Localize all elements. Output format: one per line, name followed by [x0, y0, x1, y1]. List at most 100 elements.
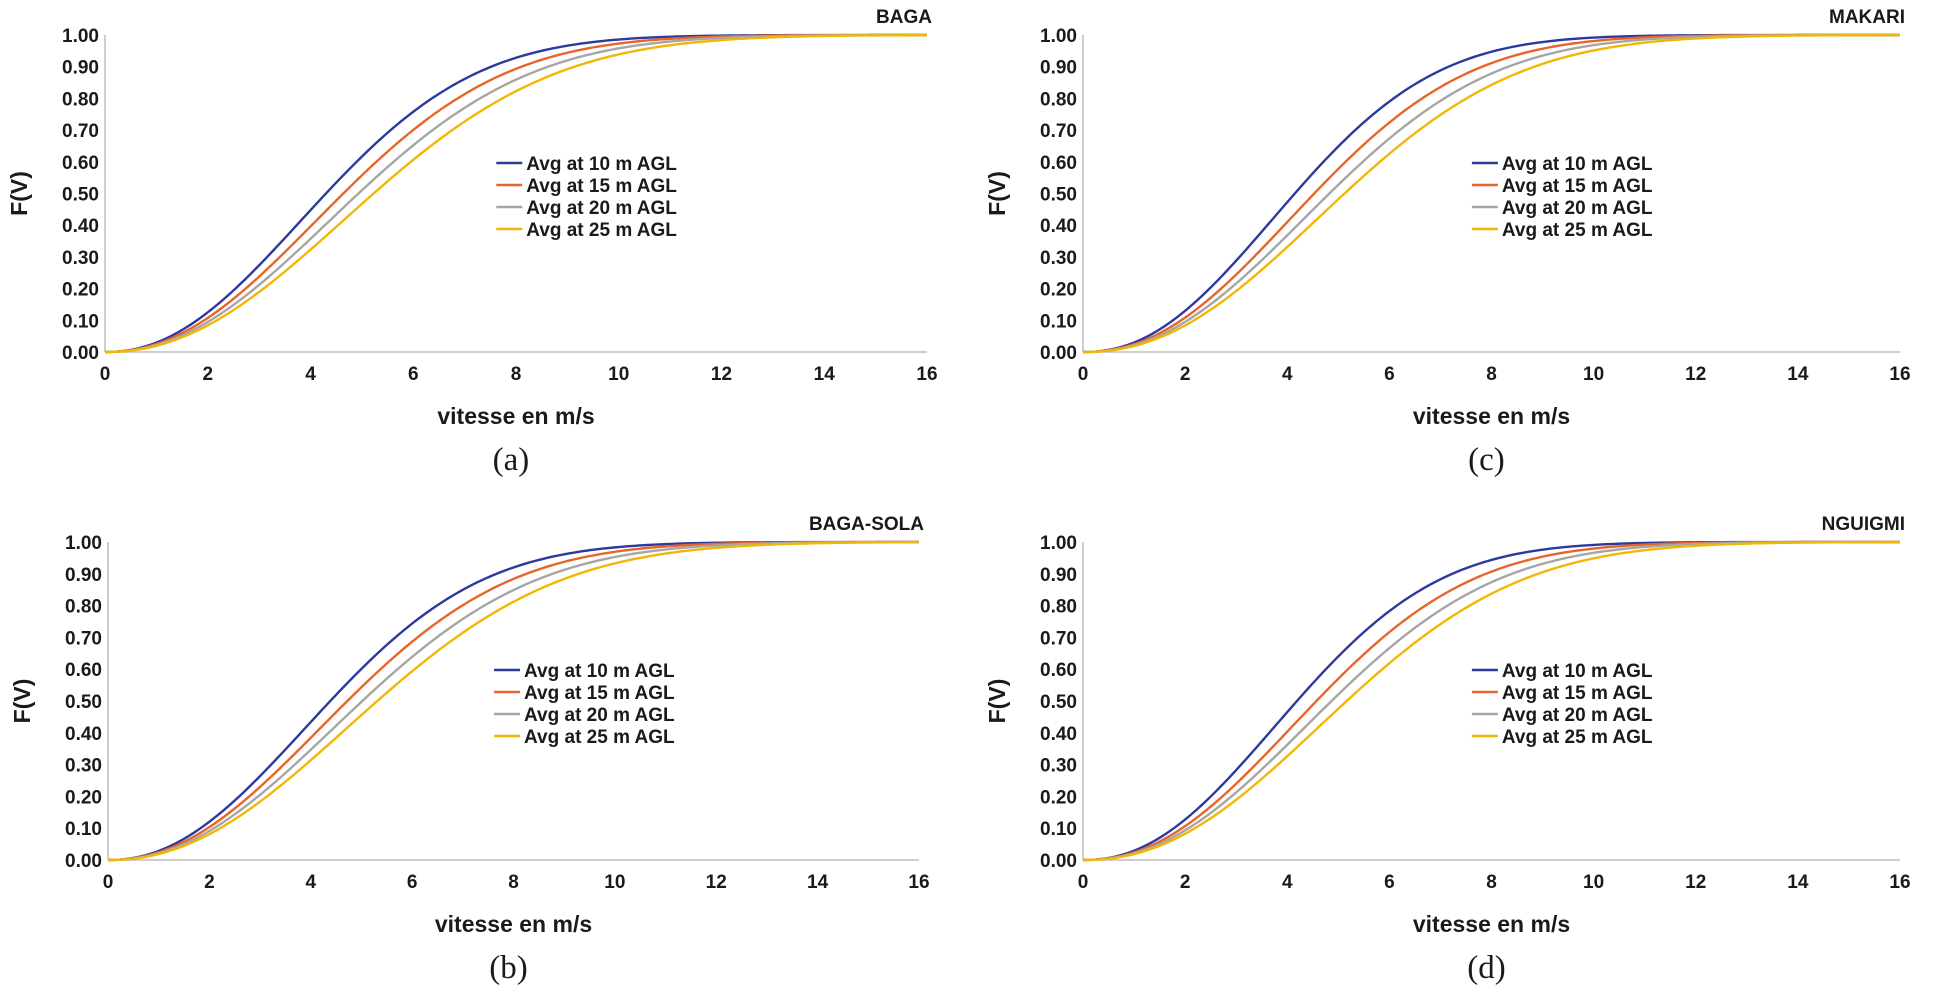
x-tick-label: 0 [1078, 364, 1089, 385]
y-tick-label: 0.90 [1040, 565, 1077, 586]
y-axis-label: F(V) [9, 679, 35, 724]
y-tick-label: 0.20 [65, 787, 102, 808]
y-axis-label: F(V) [984, 679, 1010, 724]
x-tick-label: 10 [1583, 364, 1604, 385]
x-tick-label: 4 [305, 364, 316, 385]
x-tick-label: 14 [1787, 364, 1809, 385]
series-line-avg15 [1082, 540, 1900, 862]
y-tick-label: 0.60 [65, 660, 102, 681]
y-tick-label: 0.30 [1040, 248, 1077, 269]
series-line-avg25 [107, 540, 920, 862]
y-tick-label: 0.40 [1040, 216, 1077, 237]
y-tick-label: 0.80 [62, 89, 99, 110]
legend-label: Avg at 25 m AGL [1502, 220, 1653, 241]
legend-label: Avg at 20 m AGL [524, 705, 675, 726]
y-tick-label: 1.00 [1040, 533, 1077, 554]
legend-label: Avg at 10 m AGL [1502, 661, 1653, 682]
x-tick-label: 12 [1685, 364, 1706, 385]
y-tick-label: 0.10 [1040, 819, 1077, 840]
x-axis-label: vitesse en m/s [1413, 403, 1570, 429]
y-tick-label: 0.70 [1040, 628, 1077, 649]
x-tick-label: 10 [608, 364, 629, 385]
x-tick-label: 8 [1486, 364, 1497, 385]
x-tick-label: 6 [408, 364, 419, 385]
x-tick-label: 6 [1384, 364, 1395, 385]
legend-label: Avg at 10 m AGL [1502, 154, 1653, 175]
y-axis-label: F(V) [6, 171, 32, 216]
series-line-avg10 [1082, 33, 1900, 354]
x-tick-label: 8 [511, 364, 522, 385]
y-tick-label: 0.80 [1040, 597, 1077, 618]
y-tick-label: 0.20 [1040, 280, 1077, 301]
y-tick-label: 0.40 [65, 724, 102, 745]
x-tick-label: 16 [1889, 364, 1910, 385]
y-axis-label: F(V) [984, 171, 1010, 216]
series-line-avg15 [104, 33, 927, 354]
x-axis-label: vitesse en m/s [437, 403, 594, 429]
y-tick-label: 0.90 [62, 58, 99, 79]
y-tick-label: 0.00 [1040, 851, 1077, 872]
x-tick-label: 16 [908, 872, 929, 893]
y-tick-label: 0.20 [1040, 787, 1077, 808]
x-axis-label: vitesse en m/s [435, 911, 592, 937]
y-tick-label: 0.70 [1040, 121, 1077, 142]
y-tick-label: 0.50 [1040, 185, 1077, 206]
legend-label: Avg at 15 m AGL [526, 176, 677, 197]
series-line-avg25 [104, 33, 928, 354]
x-tick-label: 12 [711, 364, 732, 385]
x-tick-label: 10 [1583, 872, 1604, 893]
y-tick-label: 0.90 [1040, 58, 1077, 79]
legend-label: Avg at 25 m AGL [524, 727, 675, 748]
x-tick-label: 12 [706, 872, 727, 893]
x-tick-label: 16 [916, 364, 937, 385]
x-tick-label: 4 [1282, 364, 1293, 385]
y-tick-label: 0.70 [62, 121, 99, 142]
y-tick-label: 0.60 [62, 153, 99, 174]
y-tick-label: 0.80 [65, 597, 102, 618]
y-tick-label: 0.10 [65, 819, 102, 840]
legend-label: Avg at 20 m AGL [1502, 198, 1653, 219]
x-tick-label: 2 [1180, 364, 1191, 385]
y-tick-label: 0.10 [62, 311, 99, 332]
y-tick-label: 1.00 [62, 26, 99, 47]
x-tick-label: 14 [807, 872, 829, 893]
y-tick-label: 0.50 [62, 185, 99, 206]
y-tick-label: 1.00 [1040, 26, 1077, 47]
y-tick-label: 0.30 [1040, 756, 1077, 777]
series-line-avg25 [1082, 33, 1901, 354]
y-tick-label: 0.30 [65, 756, 102, 777]
chart-panel-baga-sola: 0.00 0.10 0.20 0.30 0.40 0.50 0.60 0.70 0.80 0.90… [9, 514, 930, 986]
legend-label: Avg at 15 m AGL [1502, 176, 1653, 197]
x-tick-label: 6 [1384, 872, 1395, 893]
x-tick-label: 2 [202, 364, 213, 385]
legend-label: Avg at 10 m AGL [524, 661, 675, 682]
legend-label: Avg at 20 m AGL [526, 198, 677, 219]
chart-panel-nguigmi: 0.00 0.10 0.20 0.30 0.40 0.50 0.60 0.70 0.80 0.90… [984, 514, 1911, 986]
legend-label: Avg at 20 m AGL [1502, 705, 1653, 726]
y-tick-label: 0.30 [62, 248, 99, 269]
y-tick-label: 0.80 [1040, 89, 1077, 110]
y-tick-label: 0.10 [1040, 311, 1077, 332]
legend-label: Avg at 15 m AGL [524, 683, 675, 704]
y-tick-label: 0.60 [1040, 660, 1077, 681]
x-tick-label: 14 [814, 364, 836, 385]
x-tick-label: 2 [204, 872, 215, 893]
chart-panel-makari: 0.00 0.10 0.20 0.30 0.40 0.50 0.60 0.70 0.80 0.90… [984, 7, 1911, 478]
x-axis-label: vitesse en m/s [1413, 911, 1570, 937]
y-tick-label: 0.90 [65, 565, 102, 586]
x-tick-label: 14 [1787, 872, 1809, 893]
x-tick-label: 10 [604, 872, 625, 893]
legend-label: Avg at 25 m AGL [526, 220, 677, 241]
y-tick-label: 0.00 [62, 343, 99, 364]
x-tick-label: 4 [1282, 872, 1293, 893]
chart-title: BAGA [876, 7, 932, 28]
y-tick-label: 0.50 [65, 692, 102, 713]
x-tick-label: 6 [407, 872, 418, 893]
y-tick-label: 0.70 [65, 628, 102, 649]
x-tick-label: 0 [1078, 872, 1089, 893]
y-tick-label: 0.60 [1040, 153, 1077, 174]
x-tick-label: 16 [1889, 872, 1910, 893]
chart-title: NGUIGMI [1822, 514, 1905, 535]
x-tick-label: 2 [1180, 872, 1191, 893]
